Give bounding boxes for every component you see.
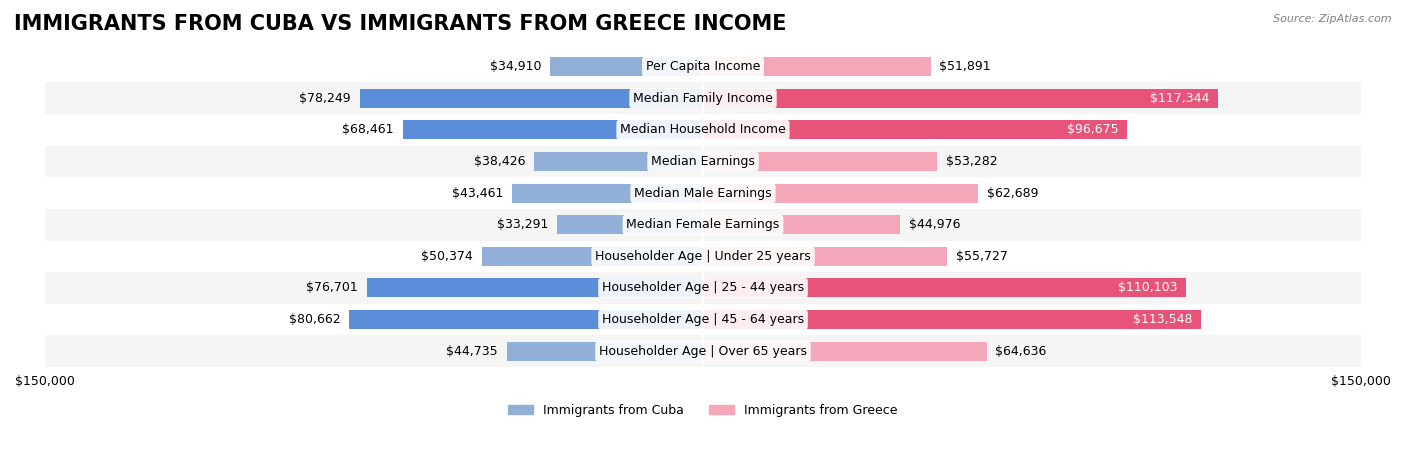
Bar bbox=[703, 184, 979, 203]
Bar bbox=[557, 215, 703, 234]
Bar bbox=[703, 215, 900, 234]
Bar bbox=[45, 272, 1361, 304]
Text: $44,735: $44,735 bbox=[446, 345, 498, 358]
Bar bbox=[703, 342, 987, 361]
Bar bbox=[360, 89, 703, 108]
Text: $117,344: $117,344 bbox=[1150, 92, 1209, 105]
Bar bbox=[45, 241, 1361, 272]
Text: $50,374: $50,374 bbox=[422, 250, 474, 263]
Text: $51,891: $51,891 bbox=[939, 60, 991, 73]
Bar bbox=[703, 89, 1218, 108]
Text: $96,675: $96,675 bbox=[1067, 123, 1118, 136]
Text: Householder Age | 45 - 64 years: Householder Age | 45 - 64 years bbox=[602, 313, 804, 326]
Bar bbox=[349, 310, 703, 329]
Text: $38,426: $38,426 bbox=[474, 155, 526, 168]
Text: Median Female Earnings: Median Female Earnings bbox=[627, 218, 779, 231]
Bar bbox=[45, 146, 1361, 177]
Text: Median Family Income: Median Family Income bbox=[633, 92, 773, 105]
Text: $43,461: $43,461 bbox=[453, 187, 503, 199]
Text: Householder Age | Under 25 years: Householder Age | Under 25 years bbox=[595, 250, 811, 263]
Text: $110,103: $110,103 bbox=[1118, 282, 1177, 295]
Text: Householder Age | 25 - 44 years: Householder Age | 25 - 44 years bbox=[602, 282, 804, 295]
Bar bbox=[45, 304, 1361, 335]
Bar bbox=[703, 278, 1187, 297]
Bar bbox=[482, 247, 703, 266]
Bar bbox=[703, 120, 1128, 139]
Text: $53,282: $53,282 bbox=[945, 155, 997, 168]
Bar bbox=[45, 209, 1361, 241]
Bar bbox=[506, 342, 703, 361]
Bar bbox=[45, 335, 1361, 367]
Text: $64,636: $64,636 bbox=[995, 345, 1046, 358]
Text: Median Male Earnings: Median Male Earnings bbox=[634, 187, 772, 199]
Text: $80,662: $80,662 bbox=[288, 313, 340, 326]
Text: $76,701: $76,701 bbox=[307, 282, 357, 295]
Bar bbox=[45, 83, 1361, 114]
Text: IMMIGRANTS FROM CUBA VS IMMIGRANTS FROM GREECE INCOME: IMMIGRANTS FROM CUBA VS IMMIGRANTS FROM … bbox=[14, 14, 786, 34]
Text: Per Capita Income: Per Capita Income bbox=[645, 60, 761, 73]
Bar bbox=[402, 120, 703, 139]
Text: Source: ZipAtlas.com: Source: ZipAtlas.com bbox=[1274, 14, 1392, 24]
Bar bbox=[45, 114, 1361, 146]
Bar bbox=[534, 152, 703, 171]
Bar bbox=[703, 57, 931, 76]
Bar bbox=[703, 310, 1201, 329]
Text: Median Household Income: Median Household Income bbox=[620, 123, 786, 136]
Bar bbox=[703, 247, 948, 266]
Text: $78,249: $78,249 bbox=[299, 92, 352, 105]
Text: $62,689: $62,689 bbox=[987, 187, 1038, 199]
Text: $68,461: $68,461 bbox=[343, 123, 394, 136]
Bar bbox=[367, 278, 703, 297]
Bar bbox=[45, 177, 1361, 209]
Bar bbox=[45, 51, 1361, 83]
Bar bbox=[550, 57, 703, 76]
Text: $55,727: $55,727 bbox=[956, 250, 1008, 263]
Text: $44,976: $44,976 bbox=[910, 218, 960, 231]
Bar bbox=[512, 184, 703, 203]
Text: $34,910: $34,910 bbox=[489, 60, 541, 73]
Text: $113,548: $113,548 bbox=[1133, 313, 1192, 326]
Text: Householder Age | Over 65 years: Householder Age | Over 65 years bbox=[599, 345, 807, 358]
Text: $33,291: $33,291 bbox=[496, 218, 548, 231]
Text: Median Earnings: Median Earnings bbox=[651, 155, 755, 168]
Legend: Immigrants from Cuba, Immigrants from Greece: Immigrants from Cuba, Immigrants from Gr… bbox=[503, 399, 903, 422]
Bar bbox=[703, 152, 936, 171]
